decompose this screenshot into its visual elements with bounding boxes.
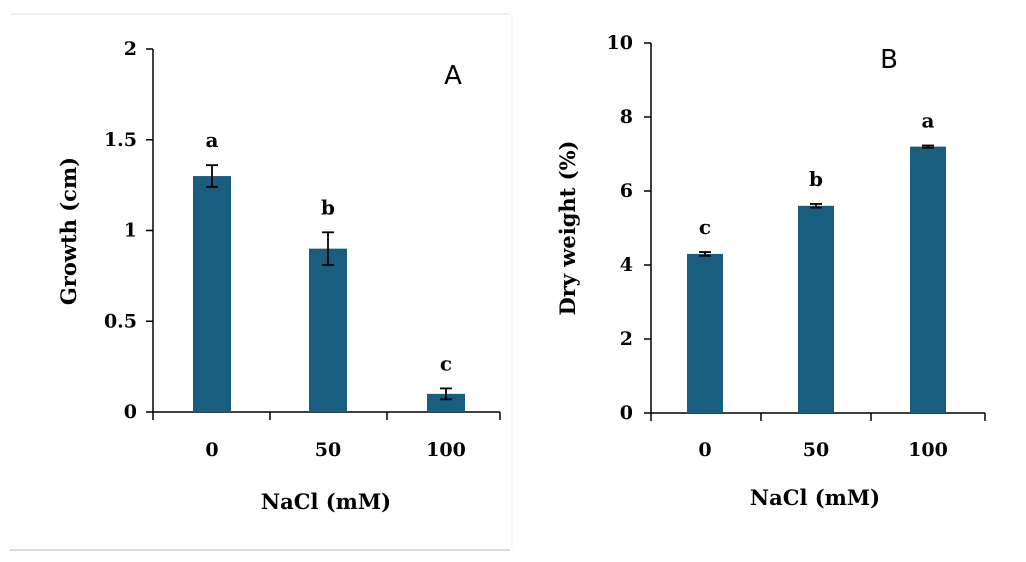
plot-area-b: 0 2 4 6 8 10 c 0 b 50 a 100	[607, 32, 986, 461]
y-axis-title-b: Dry weight (%)	[555, 141, 580, 316]
x-tick-label-b-1: 50	[803, 439, 829, 461]
x-axis-title-b: NaCl (mM)	[750, 485, 880, 510]
y-tick-label-a-2: 1	[124, 220, 137, 242]
significance-label-b-2: a	[922, 108, 935, 132]
y-tick-label-b-2: 4	[620, 254, 633, 276]
x-axis-title-a: NaCl (mM)	[261, 489, 391, 514]
y-tick-label-b-0: 0	[620, 402, 633, 424]
significance-label-a-0: a	[206, 128, 219, 152]
bar-a-1	[309, 248, 347, 412]
y-tick-label-a-1: 0.5	[104, 310, 137, 332]
y-tick-label-a-0: 0	[124, 401, 137, 423]
y-tick-label-b-1: 2	[620, 328, 633, 350]
y-tick-label-b-4: 8	[620, 106, 633, 128]
significance-label-a-2: c	[440, 351, 452, 375]
y-tick-label-a-3: 1.5	[104, 129, 137, 151]
x-tick-label-a-1: 50	[315, 439, 341, 461]
bar-b-2	[910, 146, 946, 413]
bar-b-0	[687, 253, 723, 413]
x-tick-label-a-2: 100	[426, 439, 466, 461]
panel-b: B Dry weight (%) NaCl (mM) 0 2 4 6 8 10 c 0 b 50 a…	[555, 32, 986, 510]
significance-label-b-1: b	[809, 167, 823, 191]
y-tick-label-b-3: 6	[620, 180, 633, 202]
x-tick-label-b-2: 100	[908, 439, 948, 461]
y-tick-label-b-5: 10	[607, 32, 633, 54]
y-axis-title-a: Growth (cm)	[56, 157, 81, 305]
bar-b-1	[798, 205, 834, 413]
x-tick-label-a-0: 0	[205, 439, 218, 461]
significance-label-a-1: b	[321, 195, 335, 219]
significance-label-b-0: c	[699, 215, 711, 239]
plot-area-a: 0 0.5 1 1.5 2 a 0 b 50 c 100	[104, 38, 501, 461]
bar-a-0	[193, 176, 231, 412]
bar-a-2	[427, 393, 465, 412]
panel-a: A Growth (cm) NaCl (mM) 0 0.5 1 1.5 2 a 0 b 50 c 1…	[56, 38, 501, 514]
y-tick-label-a-4: 2	[124, 38, 137, 60]
panel-label-b: B	[880, 45, 898, 75]
panel-label-a: A	[444, 61, 462, 91]
x-tick-label-b-0: 0	[698, 439, 711, 461]
